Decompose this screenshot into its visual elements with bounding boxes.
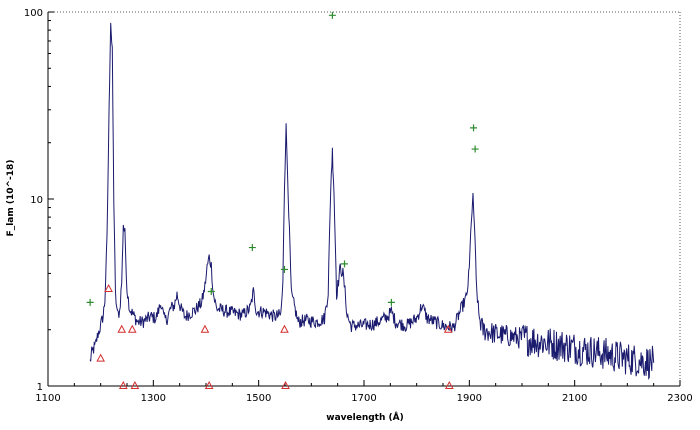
triangle-marker — [204, 380, 214, 389]
triangle-marker — [118, 380, 128, 389]
triangle-marker — [117, 324, 127, 333]
triangle-marker — [130, 380, 140, 389]
x-axis-title: wavelength (Å) — [326, 412, 403, 423]
plus-marker — [387, 298, 395, 306]
triangle-marker — [96, 353, 106, 362]
triangle-marker — [443, 324, 453, 333]
triangle-marker — [127, 324, 137, 333]
plus-marker — [341, 260, 349, 268]
plus-marker — [86, 298, 94, 306]
spectrum-series — [89, 22, 655, 380]
x-tick-label: 1100 — [35, 393, 60, 404]
y-tick-label: 1 — [37, 382, 43, 393]
y-tick-label: 100 — [24, 8, 43, 19]
triangle-marker — [280, 324, 289, 333]
x-tick-label: 1500 — [246, 393, 271, 404]
spectrum-line — [89, 22, 655, 380]
x-tick-label: 1700 — [351, 393, 376, 404]
triangle-marker — [104, 283, 113, 293]
plot-frame — [47, 11, 681, 387]
x-axis: 1100 1300 1500 1700 1900 2100 2300 — [35, 380, 693, 404]
triangle-marker — [200, 324, 210, 333]
x-tick-label: 2300 — [667, 393, 692, 404]
triangle-marker — [281, 380, 290, 389]
plus-marker — [471, 145, 479, 153]
y-tick-label: 10 — [30, 195, 43, 206]
plus-marker — [248, 244, 256, 252]
triangle-marker — [444, 380, 454, 389]
plus-marker — [328, 11, 336, 19]
marker-layer — [86, 11, 479, 389]
y-axis-title: F_lam (10^-18) — [6, 160, 16, 237]
x-tick-label: 1900 — [457, 393, 482, 404]
y-axis: 1 10 100 — [24, 8, 54, 393]
plus-marker — [470, 124, 478, 132]
plus-marker — [207, 288, 215, 296]
x-tick-label: 2100 — [562, 393, 587, 404]
plus-marker — [280, 265, 288, 273]
x-tick-label: 1300 — [141, 393, 166, 404]
